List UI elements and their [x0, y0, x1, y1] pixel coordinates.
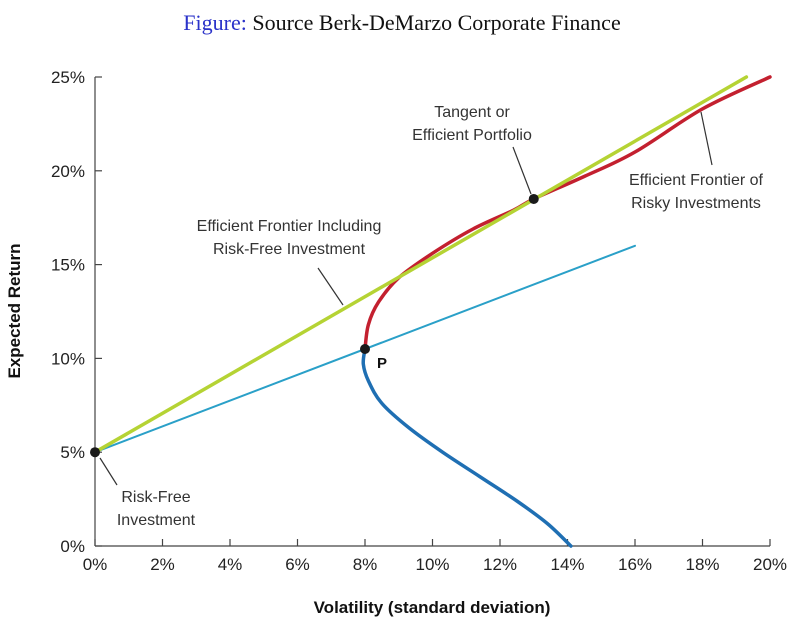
rf-annotation-line2: Investment	[117, 512, 196, 529]
point-p	[360, 344, 370, 355]
caption-lead: Figure:	[183, 10, 247, 35]
x-tick-label: 12%	[483, 555, 517, 574]
y-tick-label: 20%	[51, 162, 85, 181]
x-tick-label: 20%	[753, 555, 787, 574]
y-ticks: 0% 5% 10% 15% 20% 25%	[51, 68, 102, 556]
axes	[94, 77, 770, 547]
frontier-annotation-line2: Risky Investments	[631, 195, 761, 212]
x-axis-title: Volatility (standard deviation)	[314, 598, 551, 617]
points	[90, 193, 539, 458]
figure-caption: Figure: Source Berk-DeMarzo Corporate Fi…	[0, 10, 804, 36]
point-risk-free	[90, 447, 100, 458]
caption-text: Source Berk-DeMarzo Corporate Finance	[252, 10, 621, 35]
annotation-leaders	[99, 111, 713, 486]
y-tick-label: 25%	[51, 68, 85, 87]
y-tick-label: 5%	[60, 443, 85, 462]
cml-leader	[317, 267, 344, 306]
frontier-annotation-line1: Efficient Frontier of	[629, 172, 764, 189]
series-cml	[93, 75, 749, 454]
y-tick-label: 0%	[60, 537, 85, 556]
series-frontier-lower	[361, 347, 573, 548]
p-label: P	[377, 355, 387, 372]
x-tick-label: 10%	[415, 555, 449, 574]
frontier-leader	[700, 111, 713, 166]
x-tick-label: 4%	[218, 555, 243, 574]
x-tick-label: 2%	[150, 555, 175, 574]
tangent-annotation-line2: Efficient Portfolio	[412, 127, 532, 144]
point-tangent	[528, 193, 539, 204]
series-frontier-upper	[363, 75, 772, 351]
y-axis-title: Expected Return	[5, 243, 24, 378]
tangent-annotation-line1: Tangent or	[434, 104, 510, 121]
x-tick-label: 18%	[685, 555, 719, 574]
x-tick-label: 6%	[285, 555, 310, 574]
x-ticks: 0% 2% 4% 6% 8% 10% 12% 14% 16% 18% 20%	[83, 539, 787, 574]
cml-annotation-line2: Risk-Free Investment	[213, 241, 366, 258]
y-tick-label: 10%	[51, 349, 85, 368]
x-tick-label: 8%	[353, 555, 378, 574]
cml-annotation-line1: Efficient Frontier Including	[197, 218, 382, 235]
rf-leader	[99, 457, 118, 486]
x-tick-label: 14%	[550, 555, 584, 574]
tangent-leader	[512, 146, 532, 195]
y-tick-label: 15%	[51, 256, 85, 275]
series	[93, 75, 772, 548]
x-tick-label: 16%	[618, 555, 652, 574]
x-tick-label: 0%	[83, 555, 108, 574]
rf-annotation-line1: Risk-Free	[121, 489, 190, 506]
